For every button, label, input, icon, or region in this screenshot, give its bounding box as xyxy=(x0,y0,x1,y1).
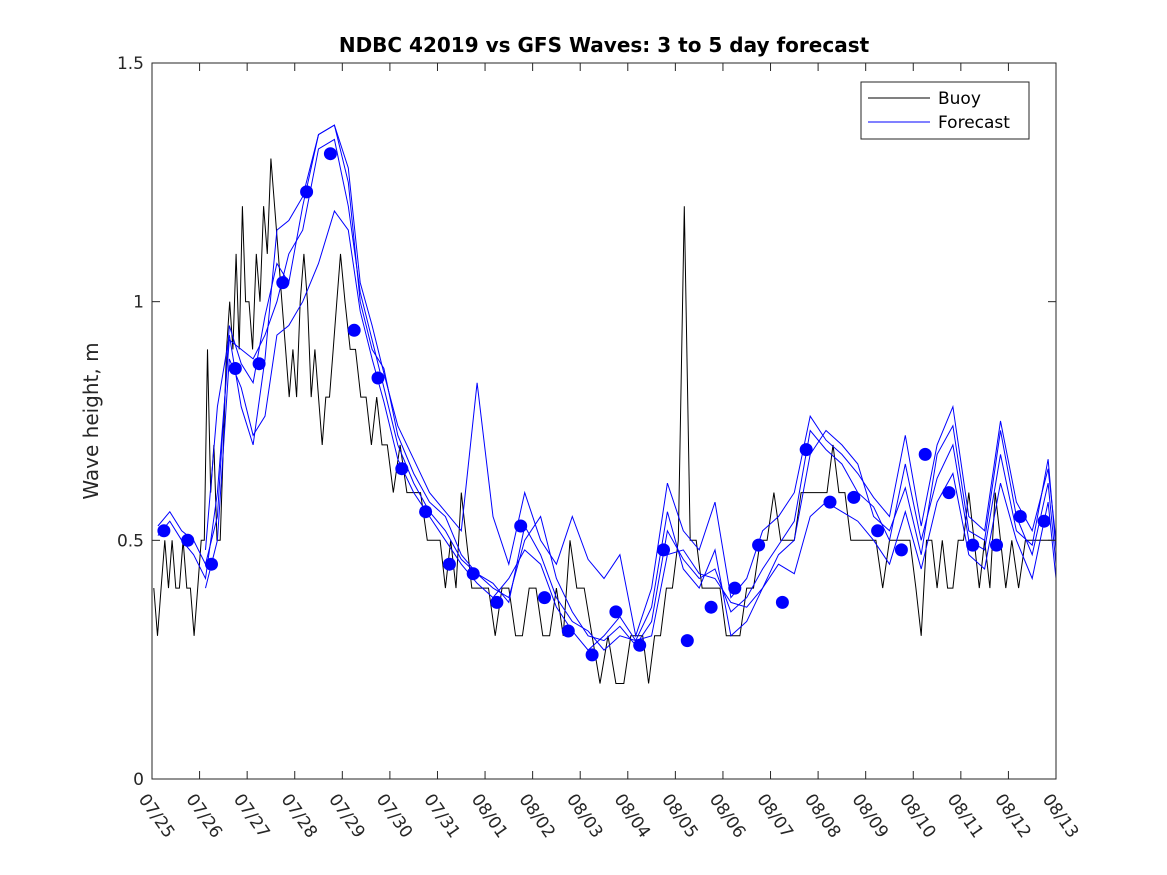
y-tick-label: 1.5 xyxy=(117,54,144,74)
forecast-marker xyxy=(347,323,361,337)
forecast-line-2 xyxy=(157,138,1057,647)
buoy-line xyxy=(153,158,1056,684)
forecast-marker xyxy=(561,624,575,638)
forecast-marker xyxy=(871,524,885,538)
forecast-line-1 xyxy=(157,124,1057,651)
forecast-marker xyxy=(823,495,837,509)
y-tick-label: 1 xyxy=(133,293,144,313)
forecast-marker xyxy=(395,462,409,476)
forecast-marker xyxy=(942,486,956,500)
forecast-marker xyxy=(514,519,528,533)
forecast-marker xyxy=(609,605,623,619)
forecast-marker xyxy=(323,147,337,161)
forecast-marker xyxy=(371,371,385,385)
series-layer xyxy=(153,124,1057,684)
plot-frame xyxy=(151,62,1057,780)
forecast-marker xyxy=(728,581,742,595)
forecast-marker xyxy=(252,357,266,371)
forecast-marker xyxy=(490,595,504,609)
y-axis: 0 0.5 1 1.5 xyxy=(117,54,1056,790)
legend-label-buoy: Buoy xyxy=(938,89,981,109)
forecast-marker xyxy=(918,447,932,461)
forecast-marker xyxy=(1013,510,1027,523)
forecast-marker xyxy=(657,543,670,557)
forecast-marker xyxy=(442,557,456,571)
forecast-marker xyxy=(799,443,813,457)
forecast-marker xyxy=(538,591,551,605)
legend: Buoy Forecast xyxy=(860,81,1030,140)
forecast-marker xyxy=(1037,514,1051,528)
marker-layer xyxy=(157,147,1051,662)
forecast-marker xyxy=(894,543,908,557)
forecast-marker xyxy=(228,362,242,375)
y-axis-label: Wave height, m xyxy=(79,342,103,499)
y-tick-label: 0 xyxy=(133,770,144,790)
legend-label-forecast: Forecast xyxy=(938,113,1010,133)
forecast-line-3 xyxy=(205,209,1057,651)
chart-title: NDBC 42019 vs GFS Waves: 3 to 5 day fore… xyxy=(339,33,870,57)
forecast-marker xyxy=(181,533,195,547)
forecast-marker xyxy=(990,538,1003,552)
forecast-marker xyxy=(300,185,314,199)
forecast-marker xyxy=(419,505,433,519)
forecast-marker xyxy=(847,490,861,504)
forecast-line-4 xyxy=(205,124,1057,638)
forecast-marker xyxy=(775,595,789,609)
forecast-marker xyxy=(205,557,218,571)
forecast-marker xyxy=(466,567,480,581)
forecast-marker xyxy=(633,638,647,652)
forecast-marker xyxy=(966,538,980,552)
plot-area xyxy=(152,63,1056,779)
legend-box xyxy=(860,81,1030,140)
forecast-marker xyxy=(704,600,718,614)
forecast-marker xyxy=(680,634,694,648)
forecast-marker xyxy=(752,538,766,552)
forecast-marker xyxy=(276,276,290,290)
forecast-marker xyxy=(157,524,171,538)
y-tick-label: 0.5 xyxy=(117,531,144,551)
forecast-marker xyxy=(585,648,599,662)
